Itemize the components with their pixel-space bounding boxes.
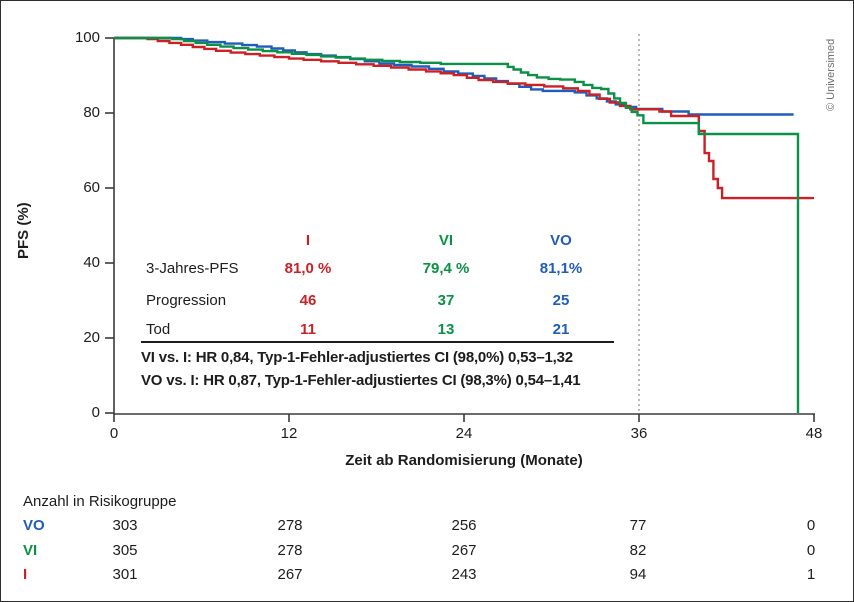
risk-count: 82 — [629, 542, 647, 559]
y-tick-label: 100 — [74, 29, 100, 46]
stats-value: 81,1% — [539, 260, 583, 277]
risk-count: 94 — [629, 566, 647, 583]
x-tick-label: 24 — [455, 425, 473, 442]
y-axis-label: PFS (%) — [15, 202, 32, 259]
stats-value: 13 — [437, 321, 455, 338]
risk-row-label: VO — [23, 517, 45, 534]
stats-value: 25 — [552, 292, 570, 309]
risk-count: 267 — [451, 542, 477, 559]
risk-table-title: Anzahl in Risikogruppe — [23, 493, 177, 510]
risk-count: 1 — [806, 566, 816, 583]
risk-count: 278 — [277, 542, 303, 559]
stats-value: 37 — [437, 292, 455, 309]
y-tick-label: 20 — [83, 329, 100, 346]
risk-count: 256 — [451, 517, 477, 534]
stats-value: 79,4 % — [422, 260, 470, 277]
stats-row-label: Tod — [146, 321, 171, 338]
stats-value: 46 — [299, 292, 317, 309]
stats-value: 11 — [300, 321, 316, 338]
stats-divider — [141, 341, 614, 343]
km-curve-I — [114, 36, 814, 200]
risk-count: 0 — [806, 517, 816, 534]
y-tick-label: 60 — [83, 179, 100, 196]
stats-value: 81,0 % — [284, 260, 332, 277]
risk-count: 301 — [112, 566, 138, 583]
risk-count: 305 — [112, 542, 138, 559]
risk-row-label: VI — [23, 542, 38, 559]
risk-count: 303 — [112, 517, 138, 534]
risk-count: 0 — [806, 542, 816, 559]
x-tick-label: 36 — [630, 425, 648, 442]
x-tick-label: 48 — [805, 425, 823, 442]
stats-col-header: VI — [438, 232, 454, 249]
copyright-text: © Universimed — [825, 38, 837, 111]
risk-row-label: I — [23, 566, 28, 583]
risk-count: 278 — [277, 517, 303, 534]
hr-stat-line: VI vs. I: HR 0,84, Typ-1-Fehler-adjustie… — [141, 349, 573, 366]
hr-stat-line: VO vs. I: HR 0,87, Typ-1-Fehler-adjustie… — [141, 372, 581, 389]
risk-count: 267 — [277, 566, 303, 583]
y-tick-label: 80 — [83, 104, 100, 121]
stats-col-header: VO — [550, 232, 572, 249]
km-curve-VI — [114, 36, 800, 413]
stats-row-label: Progression — [146, 292, 227, 309]
x-axis-label: Zeit ab Randomisierung (Monate) — [345, 452, 583, 469]
stats-row-label: 3-Jahres-PFS — [146, 260, 239, 277]
risk-count: 77 — [629, 517, 647, 534]
x-tick-label: 0 — [109, 425, 119, 442]
x-tick-label: 12 — [280, 425, 298, 442]
risk-count: 243 — [451, 566, 477, 583]
stats-col-header: I — [305, 232, 311, 249]
stats-value: 21 — [552, 321, 570, 338]
y-tick-label: 0 — [91, 404, 100, 421]
y-tick-label: 40 — [83, 254, 100, 271]
